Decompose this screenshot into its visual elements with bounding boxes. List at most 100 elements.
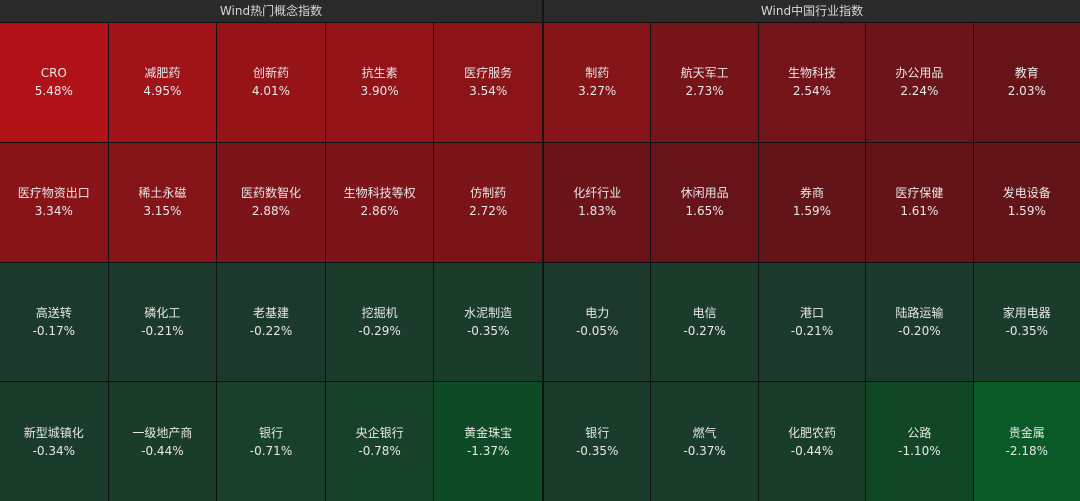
- index-name: 电信: [692, 305, 717, 320]
- index-cell[interactable]: 银行 -0.35%: [544, 382, 651, 501]
- index-change: 3.15%: [143, 204, 182, 219]
- index-change: 3.54%: [469, 84, 508, 99]
- index-cell[interactable]: 生物科技等权 2.86%: [325, 142, 434, 262]
- index-cell[interactable]: 电力 -0.05%: [544, 262, 651, 382]
- index-change: -1.37%: [466, 443, 510, 458]
- index-change: 1.59%: [1007, 204, 1046, 219]
- index-change: 2.72%: [469, 204, 508, 219]
- index-change: -0.78%: [358, 443, 401, 458]
- index-cell[interactable]: 水泥制造 -0.35%: [434, 262, 542, 382]
- index-cell[interactable]: 生物科技 2.54%: [758, 23, 866, 142]
- index-change: -0.29%: [358, 323, 401, 338]
- index-change: 2.03%: [1007, 84, 1046, 99]
- cell-grid: 制药 3.27% 航天军工 2.73% 生物科技 2.54% 办公用品 2.24% 教育 2.03…: [544, 23, 1080, 501]
- index-cell[interactable]: 黄金珠宝 -1.37%: [434, 382, 542, 501]
- index-name: 一级地产商: [132, 425, 193, 440]
- index-name: 生物科技等权: [343, 186, 416, 201]
- index-name: 医疗保健: [895, 186, 944, 201]
- index-cell[interactable]: 银行 -0.71%: [217, 382, 325, 501]
- index-name: 减肥药: [144, 66, 181, 81]
- index-cell[interactable]: 一级地产商 -0.44%: [108, 382, 217, 501]
- index-name: 银行: [585, 425, 610, 440]
- index-cell[interactable]: 医疗服务 3.54%: [434, 23, 542, 142]
- index-cell[interactable]: 化纤行业 1.83%: [544, 142, 651, 262]
- index-change: -1.10%: [898, 443, 941, 458]
- index-name: CRO: [40, 66, 67, 81]
- index-change: -0.05%: [575, 323, 619, 338]
- index-cell[interactable]: 办公用品 2.24%: [866, 23, 973, 142]
- index-change: 1.59%: [792, 204, 832, 219]
- index-change: 2.54%: [792, 84, 832, 99]
- index-cell[interactable]: 抗生素 3.90%: [325, 23, 434, 142]
- index-name: 化肥农药: [787, 425, 836, 440]
- index-name: 电力: [585, 305, 610, 320]
- index-cell[interactable]: 医药数智化 2.88%: [217, 142, 325, 262]
- index-cell[interactable]: 教育 2.03%: [973, 23, 1080, 142]
- index-cell[interactable]: 港口 -0.21%: [758, 262, 866, 382]
- index-cell[interactable]: 发电设备 1.59%: [973, 142, 1080, 262]
- index-name: 家用电器: [1002, 305, 1051, 320]
- index-cell[interactable]: 制药 3.27%: [544, 23, 651, 142]
- index-cell[interactable]: 创新药 4.01%: [217, 23, 325, 142]
- index-change: -0.37%: [683, 443, 726, 458]
- index-name: 教育: [1014, 66, 1039, 81]
- index-cell[interactable]: 陆路运输 -0.20%: [866, 262, 973, 382]
- index-cell[interactable]: 挖掘机 -0.29%: [325, 262, 434, 382]
- index-change: -0.35%: [466, 323, 510, 338]
- index-change: 2.24%: [900, 84, 939, 99]
- index-cell[interactable]: 老基建 -0.22%: [217, 262, 325, 382]
- index-change: -0.71%: [249, 443, 293, 458]
- index-name: 新型城镇化: [23, 425, 84, 440]
- index-name: 银行: [258, 425, 283, 440]
- index-change: 3.34%: [34, 204, 73, 219]
- index-change: 3.27%: [578, 84, 617, 99]
- index-name: 发电设备: [1002, 186, 1051, 201]
- index-change: 2.88%: [251, 204, 291, 219]
- panel-title: Wind热门概念指数: [0, 0, 542, 23]
- index-cell[interactable]: 燃气 -0.37%: [651, 382, 758, 501]
- index-change: -0.44%: [790, 443, 834, 458]
- index-name: 化纤行业: [573, 186, 622, 201]
- index-change: -0.35%: [1005, 323, 1049, 338]
- index-change: 1.61%: [900, 204, 939, 219]
- index-cell[interactable]: 高送转 -0.17%: [0, 262, 108, 382]
- index-change: 1.65%: [685, 204, 724, 219]
- index-change: -0.27%: [683, 323, 726, 338]
- index-cell[interactable]: 新型城镇化 -0.34%: [0, 382, 108, 501]
- index-cell[interactable]: 电信 -0.27%: [651, 262, 758, 382]
- panel-title: Wind中国行业指数: [544, 0, 1080, 23]
- index-change: 3.90%: [360, 84, 399, 99]
- index-name: 挖掘机: [361, 305, 398, 320]
- index-name: 黄金珠宝: [464, 425, 513, 440]
- index-cell[interactable]: 医疗保健 1.61%: [866, 142, 973, 262]
- index-cell[interactable]: 家用电器 -0.35%: [973, 262, 1080, 382]
- index-name: 航天军工: [680, 66, 729, 81]
- index-change: -0.34%: [32, 443, 76, 458]
- index-cell[interactable]: 医疗物资出口 3.34%: [0, 142, 108, 262]
- index-cell[interactable]: CRO 5.48%: [0, 23, 108, 142]
- index-cell[interactable]: 央企银行 -0.78%: [325, 382, 434, 501]
- index-cell[interactable]: 航天军工 2.73%: [651, 23, 758, 142]
- index-name: 陆路运输: [895, 305, 944, 320]
- index-cell[interactable]: 券商 1.59%: [758, 142, 866, 262]
- index-cell[interactable]: 稀土永磁 3.15%: [108, 142, 217, 262]
- index-cell[interactable]: 休闲用品 1.65%: [651, 142, 758, 262]
- index-change: -2.18%: [1005, 443, 1049, 458]
- index-cell[interactable]: 仿制药 2.72%: [434, 142, 542, 262]
- index-name: 老基建: [252, 305, 289, 320]
- index-change: 2.86%: [360, 204, 399, 219]
- index-cell[interactable]: 公路 -1.10%: [866, 382, 973, 501]
- index-cell[interactable]: 化肥农药 -0.44%: [758, 382, 866, 501]
- panel: Wind中国行业指数 制药 3.27% 航天军工 2.73% 生物科技 2.54% 办公用品 2…: [544, 0, 1080, 501]
- index-cell[interactable]: 磷化工 -0.21%: [108, 262, 217, 382]
- index-name: 仿制药: [470, 186, 507, 201]
- index-change: -0.21%: [790, 323, 834, 338]
- index-cell[interactable]: 贵金属 -2.18%: [973, 382, 1080, 501]
- index-name: 燃气: [692, 425, 717, 440]
- index-name: 稀土永磁: [138, 186, 187, 201]
- index-name: 央企银行: [355, 425, 404, 440]
- index-name: 休闲用品: [680, 186, 729, 201]
- index-cell[interactable]: 减肥药 4.95%: [108, 23, 217, 142]
- index-name: 创新药: [252, 66, 289, 81]
